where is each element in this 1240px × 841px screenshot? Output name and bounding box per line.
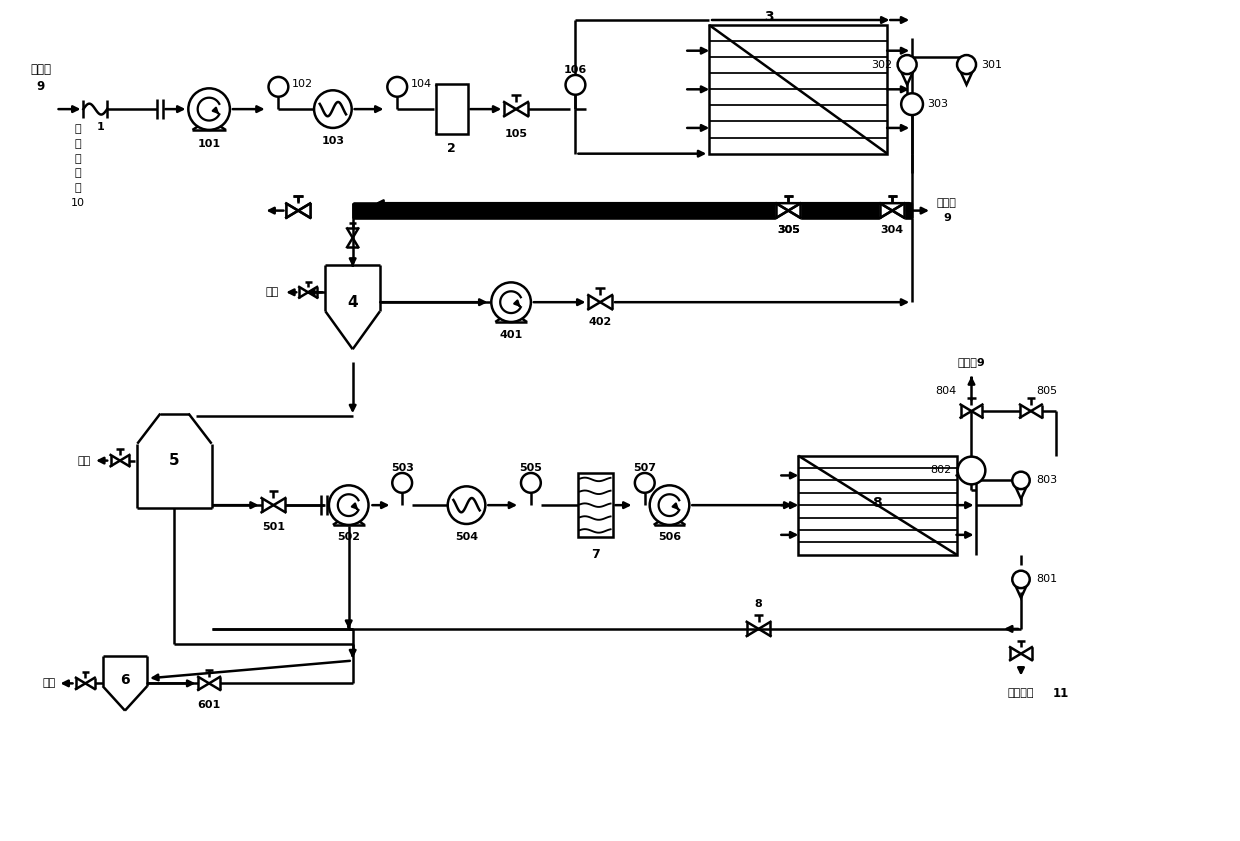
Polygon shape <box>1016 487 1027 499</box>
Text: 排空: 排空 <box>77 456 91 466</box>
Text: 507: 507 <box>634 463 656 473</box>
Text: 305: 305 <box>777 225 800 235</box>
Text: 804: 804 <box>935 386 956 396</box>
Text: 103: 103 <box>321 135 345 145</box>
Circle shape <box>650 485 689 525</box>
Circle shape <box>387 77 407 97</box>
Text: 505: 505 <box>520 463 542 473</box>
Text: 循环罐: 循环罐 <box>30 63 51 76</box>
Text: 4: 4 <box>347 294 358 309</box>
Bar <box>578 473 613 537</box>
Text: 循环罐: 循环罐 <box>937 198 957 209</box>
Circle shape <box>957 55 976 74</box>
Text: 11: 11 <box>1053 687 1069 700</box>
Bar <box>709 25 888 154</box>
Text: 8: 8 <box>873 496 883 510</box>
Text: 502: 502 <box>337 532 360 542</box>
Circle shape <box>901 93 923 115</box>
Text: 106: 106 <box>564 65 587 75</box>
Text: 503: 503 <box>391 463 414 473</box>
Text: 105: 105 <box>505 129 527 139</box>
Text: 802: 802 <box>930 466 951 475</box>
Polygon shape <box>1016 586 1027 598</box>
Text: 101: 101 <box>197 139 221 149</box>
Text: 305: 305 <box>777 225 800 235</box>
Text: 口: 口 <box>74 183 81 193</box>
Text: 9: 9 <box>944 213 951 223</box>
Text: 402: 402 <box>589 317 611 327</box>
Circle shape <box>1012 571 1029 588</box>
Text: 料: 料 <box>74 168 81 178</box>
Circle shape <box>269 77 289 97</box>
Polygon shape <box>961 71 972 85</box>
Polygon shape <box>901 71 913 85</box>
Text: 805: 805 <box>1035 386 1056 396</box>
Circle shape <box>898 55 916 74</box>
Circle shape <box>565 75 585 95</box>
Text: 循环罐9: 循环罐9 <box>957 357 986 367</box>
Text: 2: 2 <box>448 142 456 156</box>
Text: 10: 10 <box>71 198 84 209</box>
Circle shape <box>635 473 655 493</box>
Circle shape <box>957 457 986 484</box>
Text: 504: 504 <box>455 532 479 542</box>
Text: 304: 304 <box>880 225 904 235</box>
Text: 排空: 排空 <box>265 288 279 297</box>
Circle shape <box>1012 472 1029 489</box>
Circle shape <box>188 88 229 130</box>
Text: 803: 803 <box>1035 475 1056 485</box>
Text: 料: 料 <box>74 139 81 149</box>
Text: 5: 5 <box>169 453 180 468</box>
Text: 8: 8 <box>755 599 763 609</box>
Circle shape <box>521 473 541 493</box>
Text: 6: 6 <box>120 674 130 687</box>
Bar <box>435 84 467 134</box>
Text: 102: 102 <box>293 79 314 89</box>
Text: 原: 原 <box>74 124 81 134</box>
Text: 302: 302 <box>872 60 893 70</box>
Bar <box>799 456 956 555</box>
Text: 3: 3 <box>764 10 774 24</box>
Circle shape <box>392 473 412 493</box>
Text: 601: 601 <box>197 701 221 710</box>
Text: 排空: 排空 <box>42 679 56 689</box>
Text: 1: 1 <box>97 122 104 132</box>
Circle shape <box>314 90 352 128</box>
Text: 301: 301 <box>981 60 1002 70</box>
Text: 产水单元: 产水单元 <box>1008 688 1034 698</box>
Text: 9: 9 <box>37 80 45 93</box>
Text: 进: 进 <box>74 154 81 164</box>
Circle shape <box>329 485 368 525</box>
Text: 506: 506 <box>658 532 681 542</box>
Text: 104: 104 <box>412 79 433 89</box>
Circle shape <box>491 283 531 322</box>
Text: 401: 401 <box>500 330 523 340</box>
Text: 801: 801 <box>1035 574 1056 584</box>
Text: 7: 7 <box>591 548 600 561</box>
Text: 303: 303 <box>928 99 947 109</box>
Circle shape <box>448 486 485 524</box>
Text: 501: 501 <box>262 522 285 532</box>
